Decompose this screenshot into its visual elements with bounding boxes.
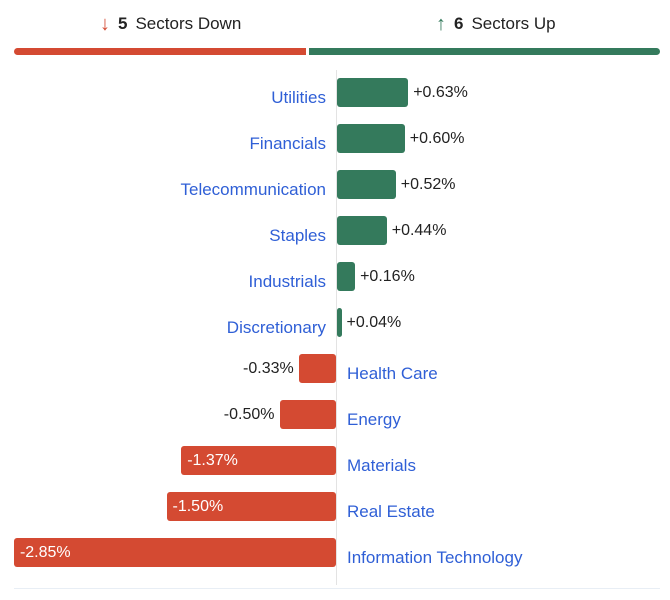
sector-label[interactable]: Staples [269, 226, 326, 245]
down-count: 5 [118, 14, 128, 33]
sector-label[interactable]: Discretionary [226, 318, 326, 337]
sector-label[interactable]: Real Estate [347, 502, 435, 521]
bottom-divider [14, 588, 660, 589]
sectors-down-header: ↓ 5 Sectors Down [100, 14, 241, 34]
value-label: -2.85% [19, 544, 71, 561]
value-label: -1.37% [187, 452, 238, 469]
value-label: +0.60% [409, 130, 465, 147]
bar-financials [337, 124, 405, 153]
sector-label[interactable]: Utilities [271, 88, 326, 107]
down-label: Sectors Down [135, 14, 242, 33]
arrow-up-icon: ↑ [436, 13, 446, 35]
value-label: +0.44% [391, 222, 447, 239]
up-count: 6 [454, 14, 464, 33]
sector-label[interactable]: Information Technology [347, 548, 523, 567]
sectors-up-header: ↑ 6 Sectors Up [436, 14, 556, 34]
bar-discretionary [337, 308, 342, 337]
value-label: -0.33% [243, 360, 294, 377]
down-summary-bar [14, 48, 306, 55]
sector-label[interactable]: Health Care [347, 364, 438, 383]
bar-information-technology [13, 538, 336, 567]
bar-real-estate [166, 492, 336, 521]
sector-label[interactable]: Telecommunication [180, 180, 326, 199]
bar-staples [337, 216, 387, 245]
value-label: -1.50% [172, 498, 224, 515]
sector-label[interactable]: Industrials [248, 272, 326, 291]
bar-industrials [337, 262, 356, 291]
up-label: Sectors Up [471, 14, 556, 33]
value-label: +0.16% [360, 268, 415, 285]
bar-energy [279, 400, 336, 429]
value-label: +0.63% [413, 84, 468, 101]
value-label: -0.50% [223, 406, 275, 423]
up-summary-bar [309, 48, 660, 55]
sector-label[interactable]: Financials [249, 134, 326, 153]
value-label: +0.04% [346, 314, 402, 331]
bar-health-care [298, 354, 336, 383]
bar-utilities [337, 78, 409, 107]
value-label: +0.52% [400, 176, 456, 193]
arrow-down-icon: ↓ [100, 13, 110, 35]
bar-telecommunication [337, 170, 396, 199]
bar-materials [181, 446, 336, 475]
sector-label[interactable]: Energy [347, 410, 401, 429]
sector-label[interactable]: Materials [347, 456, 416, 475]
zero-axis [336, 70, 337, 585]
